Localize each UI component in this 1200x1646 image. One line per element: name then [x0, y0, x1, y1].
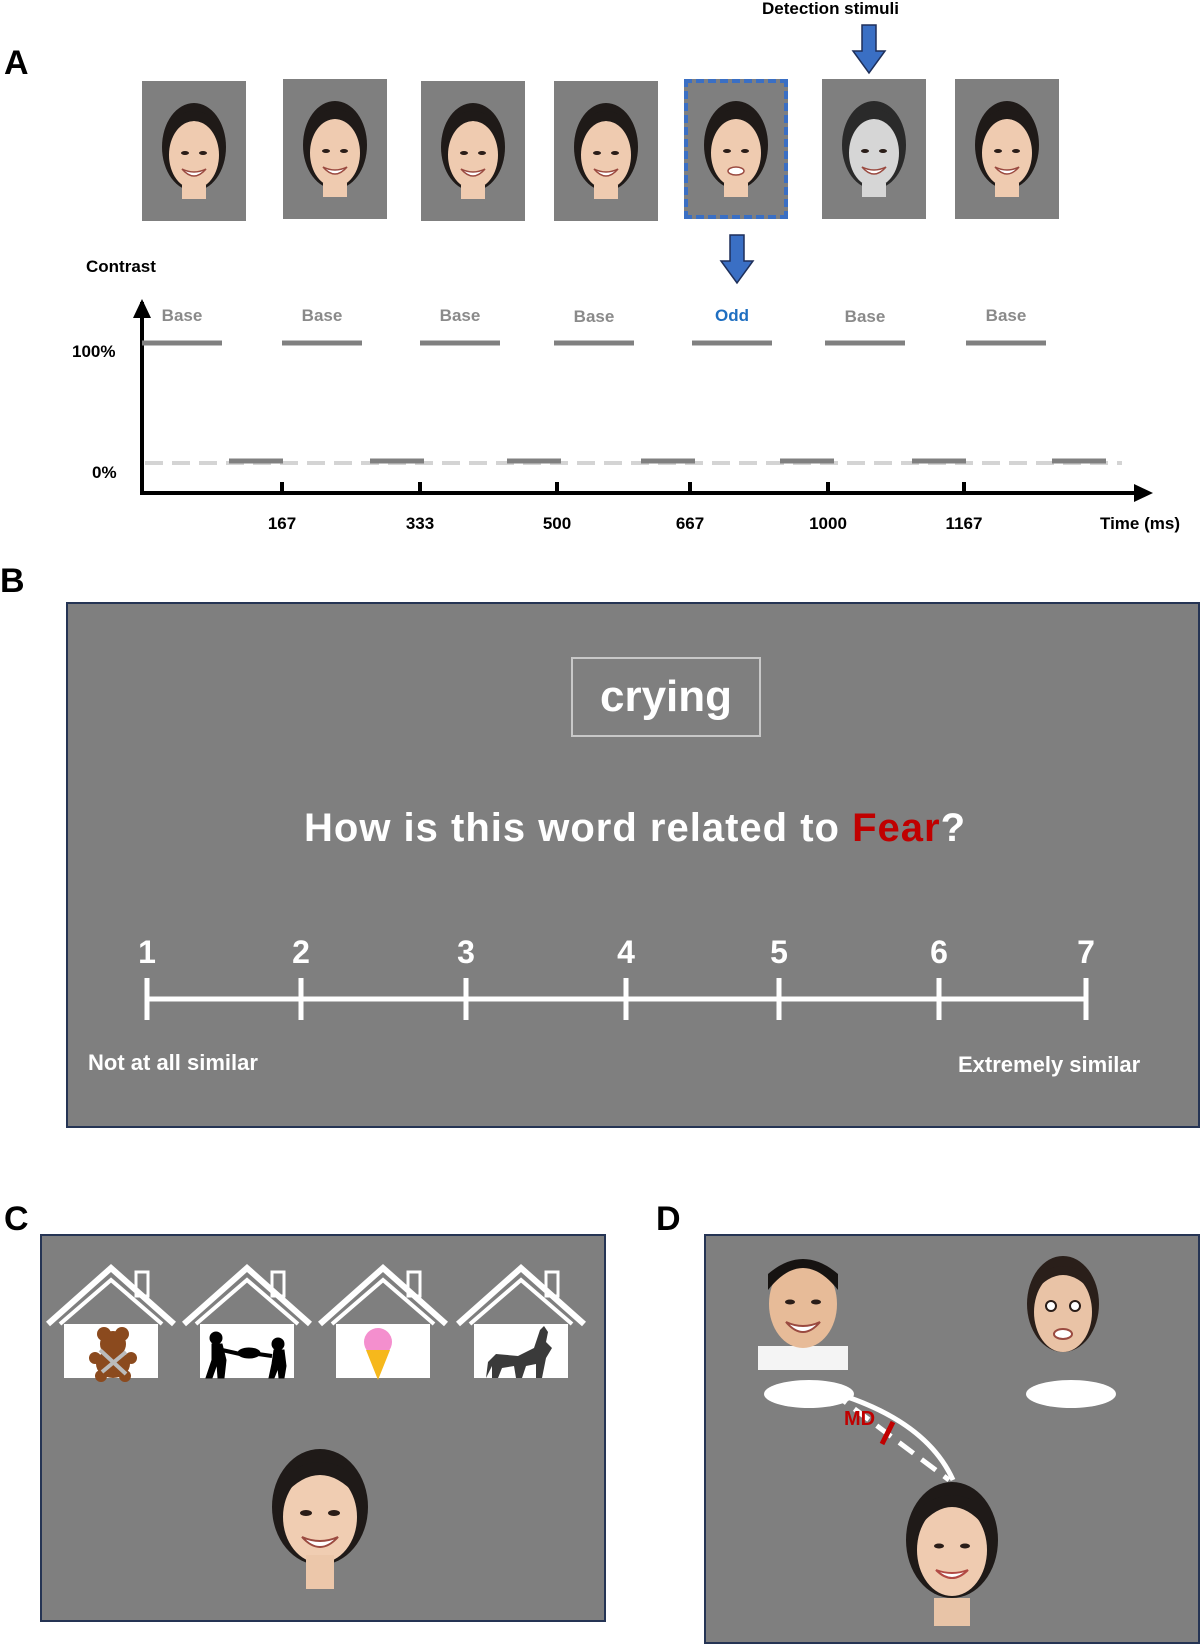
emotion-word: Fear [852, 806, 941, 850]
scale-number[interactable]: 2 [292, 934, 310, 970]
start-face-photo [904, 1480, 1000, 1626]
house-ice-cream [318, 1263, 448, 1380]
house-teddy-bear [46, 1263, 176, 1382]
base-label: Base [844, 307, 886, 326]
stimulus-word: crying [599, 672, 733, 721]
contrast-timeline [133, 299, 1153, 502]
odd-arrow-icon [719, 234, 755, 285]
contrast-axis-title: Contrast [86, 257, 156, 276]
x-tick-label: 167 [267, 514, 297, 533]
houses [46, 1263, 586, 1382]
rating-scale-line [144, 978, 1089, 1020]
md-label: MD [844, 1408, 876, 1430]
base-face-frame [142, 81, 246, 221]
response-option-right[interactable] [1026, 1380, 1116, 1408]
scale-number[interactable]: 7 [1077, 934, 1095, 970]
detection-arrow-icon [851, 24, 887, 75]
base-label: Base [439, 306, 481, 325]
x-tick-label: 333 [405, 514, 435, 533]
panel-b-letter: B [0, 562, 25, 600]
x-axis-label: Time (ms) [1100, 514, 1180, 533]
x-tick-label: 500 [542, 514, 572, 533]
base-label: Base [301, 306, 343, 325]
teddy-bear-icon [89, 1327, 137, 1382]
scale-number[interactable]: 3 [457, 934, 475, 970]
x-tick-label: 1000 [809, 514, 847, 533]
mouse-tracking-screen: MD [704, 1234, 1200, 1644]
howling-wolf-icon [486, 1326, 552, 1378]
mouse-trajectory [830, 1389, 956, 1482]
detection-stimuli-label: Detection stimuli [762, 0, 899, 18]
odd-label: Odd [715, 306, 749, 325]
panel-c-letter: C [4, 1200, 29, 1238]
scale-left-anchor: Not at all similar [88, 1050, 258, 1075]
scale-right-anchor: Extremely similar [958, 1052, 1141, 1077]
base-face-frame [554, 81, 658, 221]
y-axis-arrow-icon [133, 299, 151, 318]
scale-number[interactable]: 1 [138, 934, 156, 970]
panel-d-letter: D [656, 1200, 681, 1238]
base-label: Base [985, 306, 1027, 325]
house-children-tug [182, 1263, 312, 1379]
panel-a-letter: A [4, 44, 29, 82]
ice-cream-icon [364, 1328, 392, 1380]
odd-face-frame [684, 79, 788, 219]
word-box [571, 657, 761, 737]
y-tick-100: 100% [72, 342, 116, 361]
scale-number[interactable]: 6 [930, 934, 948, 970]
rating-screen: crying How is this word related to Fear?… [66, 602, 1200, 1128]
house-task-screen [40, 1234, 606, 1622]
question-mark: ? [940, 806, 966, 850]
base-face-frame [421, 81, 525, 221]
x-tick-label: 1167 [945, 514, 983, 533]
y-tick-0: 0% [92, 463, 117, 482]
happy-face-photo [758, 1250, 848, 1370]
rating-question: How is this word related to Fear? [68, 806, 1200, 851]
house-wolf [456, 1263, 586, 1378]
scale-number[interactable]: 4 [617, 934, 635, 970]
question-text: How is this word related to [304, 806, 853, 850]
base-face-frame [822, 79, 926, 219]
fear-face-photo [1018, 1252, 1108, 1368]
base-label: Base [161, 306, 203, 325]
x-axis-arrow-icon [1134, 484, 1153, 502]
center-face-photo [272, 1447, 368, 1589]
scale-number[interactable]: 5 [770, 934, 788, 970]
children-tug-of-war-icon [205, 1331, 287, 1379]
base-face-frame [955, 79, 1059, 219]
base-label: Base [573, 307, 615, 326]
base-face-frame [283, 79, 387, 219]
x-tick-label: 667 [675, 514, 705, 533]
